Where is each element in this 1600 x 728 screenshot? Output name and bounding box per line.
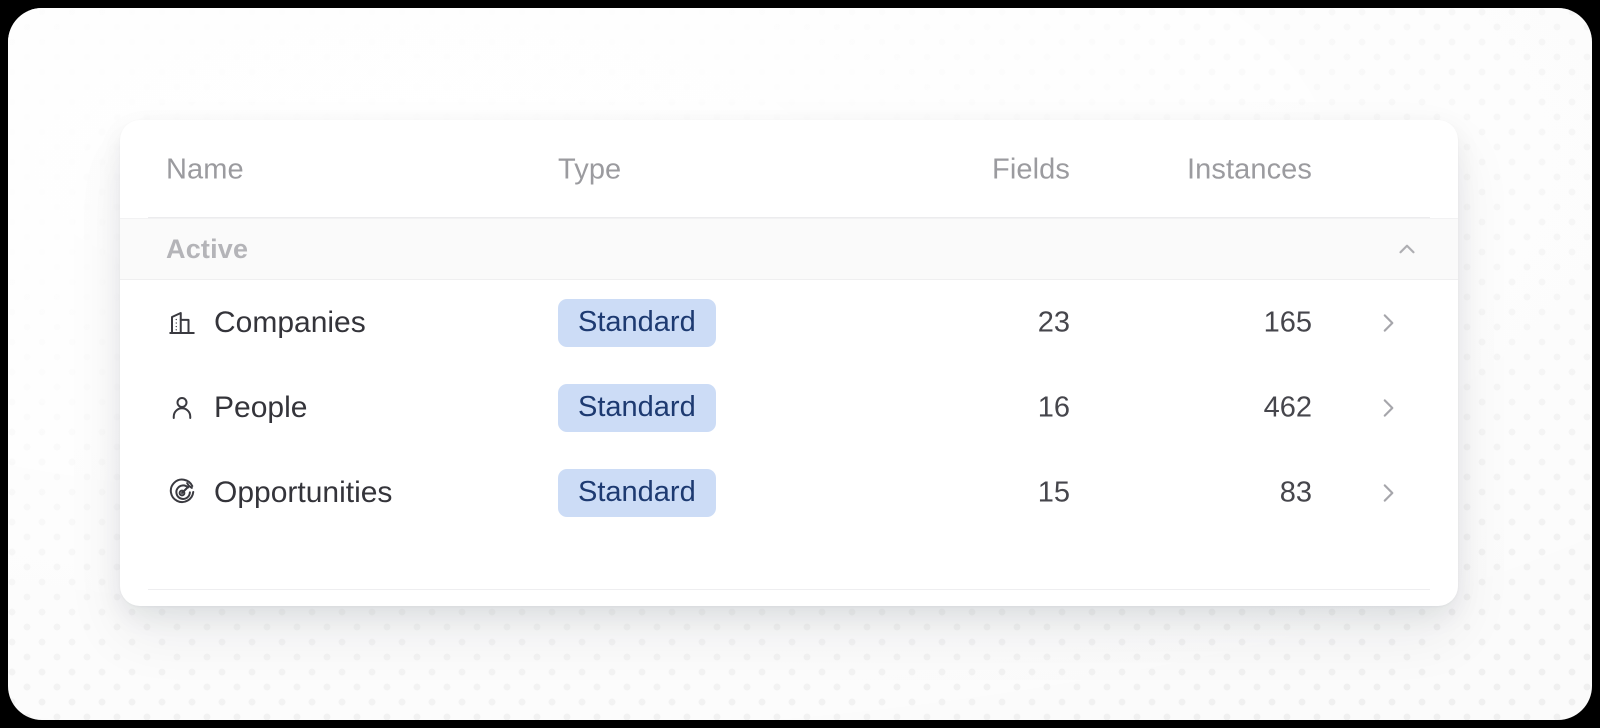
target-icon [166, 477, 198, 509]
chevron-up-icon[interactable] [1390, 232, 1424, 266]
row-name-cell: Opportunities [166, 476, 392, 510]
row-name-cell: People [166, 391, 307, 425]
page-backdrop: Name Type Fields Instances Active [8, 8, 1592, 720]
status-badge: Standard [558, 383, 716, 432]
chevron-right-icon[interactable] [1364, 306, 1412, 340]
row-label: People [214, 390, 308, 424]
column-header-instances[interactable]: Instances [1186, 153, 1312, 186]
building-icon [166, 307, 198, 339]
cell-fields: 23 [1037, 306, 1070, 338]
cell-fields: 15 [1037, 476, 1070, 508]
table-bottom-divider [148, 589, 1430, 590]
header-divider [148, 217, 1430, 218]
table-row[interactable]: Companies Standard 23 165 [120, 280, 1458, 365]
column-header-type[interactable]: Type [558, 153, 622, 186]
table-body: Companies Standard 23 165 [120, 280, 1458, 535]
cell-instances: 462 [1263, 391, 1312, 423]
person-icon [166, 392, 198, 424]
group-row-active[interactable]: Active [120, 218, 1458, 280]
chevron-right-icon[interactable] [1364, 391, 1412, 425]
status-badge: Standard [558, 468, 716, 517]
column-header-fields[interactable]: Fields [992, 153, 1070, 186]
group-label: Active [166, 233, 249, 264]
row-label: Opportunities [214, 475, 393, 509]
cell-fields: 16 [1037, 391, 1070, 423]
column-header-name[interactable]: Name [166, 153, 244, 186]
row-name-cell: Companies [166, 306, 366, 340]
table-row[interactable]: People Standard 16 462 [120, 365, 1458, 450]
objects-table-card: Name Type Fields Instances Active [120, 120, 1458, 606]
row-label: Companies [214, 305, 366, 339]
table-row[interactable]: Opportunities Standard 15 83 [120, 450, 1458, 535]
cell-instances: 83 [1279, 476, 1312, 508]
chevron-right-icon[interactable] [1364, 476, 1412, 510]
status-badge: Standard [558, 298, 716, 347]
table-header: Name Type Fields Instances [120, 120, 1458, 217]
cell-instances: 165 [1263, 306, 1312, 338]
